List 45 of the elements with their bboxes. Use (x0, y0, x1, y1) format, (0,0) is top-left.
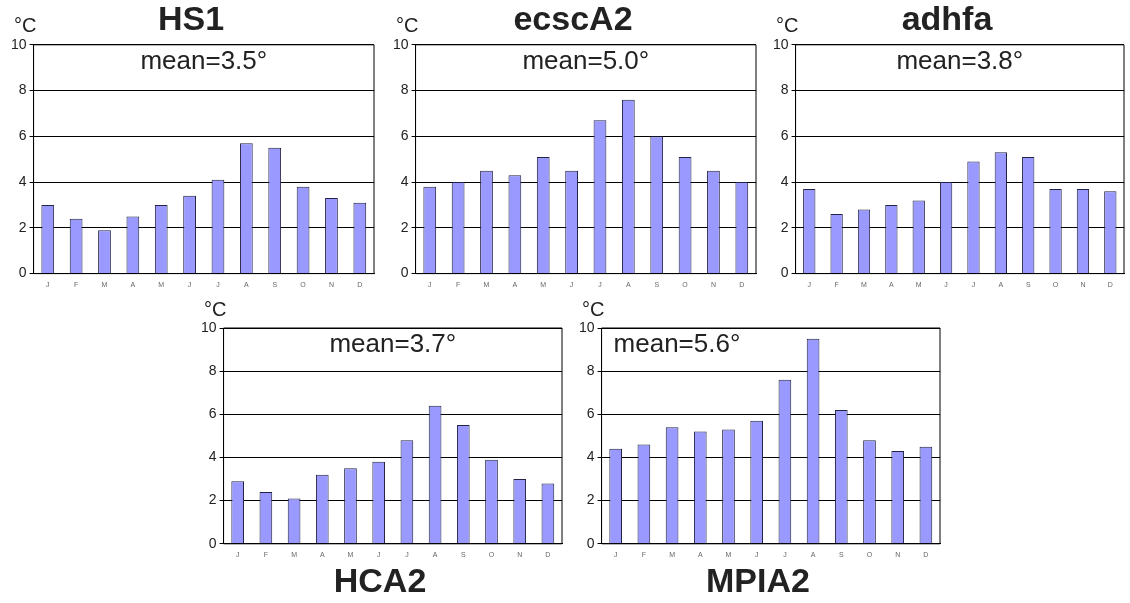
y-axis-title: °C (582, 297, 605, 320)
y-axis-title: °C (14, 14, 37, 37)
annotation: mean=5.6° (613, 328, 741, 359)
y-tick-label: 6 (780, 127, 789, 144)
y-tick-label: 8 (208, 362, 217, 379)
y-tick-label: 0 (586, 534, 595, 551)
annotation: mean=5.0° (522, 44, 650, 75)
y-tick-label: 0 (400, 264, 409, 281)
y-tick-label: 10 (200, 318, 217, 335)
y-tick-label: 4 (780, 172, 789, 189)
y-axis-title: °C (396, 14, 419, 37)
y-tick-label: 2 (208, 491, 217, 508)
y-tick-label: 6 (18, 127, 27, 144)
y-tick-label: 8 (586, 362, 595, 379)
y-tick-label: 8 (400, 81, 409, 98)
y-tick-label: 4 (18, 172, 27, 189)
y-tick-label: 8 (18, 81, 27, 98)
annotation: mean=3.8° (896, 44, 1024, 75)
y-tick-label: 10 (578, 318, 595, 335)
y-tick-label: 0 (208, 534, 217, 551)
y-tick-label: 8 (780, 81, 789, 98)
chart-title: ecscA2 (513, 0, 633, 37)
text: HCA2 (333, 560, 427, 599)
y-tick-label: 2 (780, 218, 789, 235)
y-tick-label: 2 (400, 218, 409, 235)
annotation: mean=3.5° (140, 44, 268, 75)
annotation: mean=3.7° (329, 328, 457, 359)
y-tick-label: 4 (586, 448, 595, 465)
y-tick-label: 6 (586, 405, 595, 422)
y-tick-label: 10 (392, 35, 409, 52)
y-tick-label: 6 (208, 405, 217, 422)
y-tick-label: 6 (400, 127, 409, 144)
y-tick-label: 10 (772, 35, 789, 52)
y-tick-label: 10 (10, 35, 27, 52)
y-tick-label: 4 (208, 448, 217, 465)
y-axis-title: °C (776, 14, 799, 37)
chart-title: adhfa (901, 0, 994, 37)
y-tick-label: 4 (400, 172, 409, 189)
y-axis-title: °C (204, 297, 227, 320)
y-tick-label: 0 (18, 264, 27, 281)
chart-title: HS1 (157, 0, 225, 37)
text: MPIA2 (706, 560, 810, 599)
y-tick-label: 2 (586, 491, 595, 508)
y-tick-label: 0 (780, 264, 789, 281)
y-tick-label: 2 (18, 218, 27, 235)
